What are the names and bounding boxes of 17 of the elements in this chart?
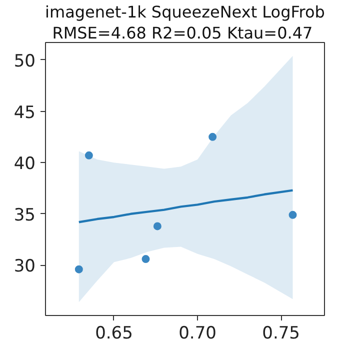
x-tick-label: 0.70	[178, 324, 216, 344]
x-tick-label: 0.75	[262, 324, 300, 344]
chart-title: imagenet-1k SqueezeNext LogFrob	[45, 2, 325, 22]
point	[288, 210, 297, 219]
point	[84, 151, 93, 160]
y-tick-label: 50	[14, 51, 36, 72]
point	[153, 222, 162, 230]
y-tick-label: 30	[14, 256, 36, 277]
point	[208, 132, 217, 141]
line-series	[78, 189, 294, 224]
y-tick-label: 45	[14, 102, 36, 123]
y-tick-label: 35	[14, 205, 36, 226]
x-tick-label: 0.65	[95, 324, 133, 344]
y-tick-label: 40	[14, 154, 36, 174]
chart-subtitle: RMSE=4.68 R2=0.05 Ktau=0.47	[52, 24, 313, 42]
point	[142, 255, 150, 264]
point	[74, 265, 83, 274]
